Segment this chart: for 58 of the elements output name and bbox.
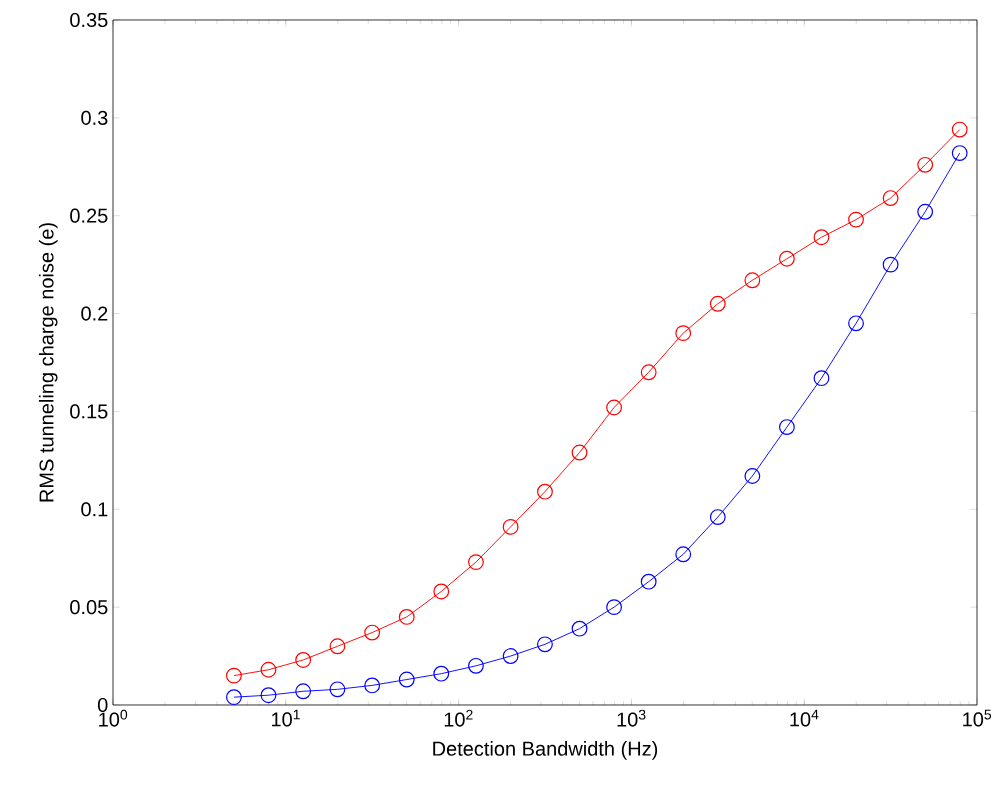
- point: [606, 599, 623, 616]
- x-tick-label: 10$^{5}$: [963, 709, 992, 727]
- x-tick-label: 10$^{3}$: [617, 709, 646, 727]
- y-tick-label: 0.1: [81, 502, 108, 517]
- point: [951, 145, 968, 162]
- y-tick-label: 0.2: [81, 306, 108, 321]
- point: [778, 419, 795, 436]
- point: [951, 121, 968, 138]
- y-tick-label: 0.25: [70, 208, 108, 223]
- point: [468, 554, 484, 571]
- point: [433, 583, 450, 600]
- y-tick-label: 0.3: [81, 110, 108, 125]
- point: [917, 203, 934, 220]
- x-tick-label: 10$^{1}$: [271, 709, 300, 727]
- point: [295, 683, 312, 700]
- point: [226, 667, 242, 684]
- point: [744, 272, 761, 289]
- point: [398, 608, 415, 625]
- point: [709, 509, 726, 526]
- point: [364, 624, 381, 641]
- point: [606, 399, 623, 416]
- point: [537, 636, 553, 653]
- point: [917, 156, 934, 173]
- point: [260, 687, 277, 704]
- point: [537, 483, 553, 500]
- x-tick-label: 10$^{4}$: [790, 709, 819, 727]
- point: [260, 661, 277, 678]
- point: [468, 657, 484, 674]
- point: [675, 325, 692, 342]
- point: [571, 620, 588, 637]
- point: [364, 677, 381, 694]
- point: [675, 546, 692, 563]
- point: [329, 638, 346, 655]
- point: [226, 689, 242, 706]
- x-axis-title: Detection Bandwidth (Hz): [433, 741, 658, 760]
- point: [571, 444, 588, 461]
- point: [882, 190, 899, 207]
- point: [778, 250, 795, 267]
- point: [709, 295, 726, 312]
- y-axis-title: RMS tunneling charge noise (e): [38, 223, 58, 502]
- point: [882, 256, 899, 273]
- point: [640, 364, 657, 381]
- point: [433, 665, 450, 682]
- point: [502, 518, 519, 535]
- point: [640, 573, 657, 590]
- point: [813, 370, 830, 387]
- point: [813, 229, 830, 246]
- point: [848, 211, 864, 228]
- point: [295, 652, 312, 668]
- point: [744, 468, 761, 484]
- point: [502, 648, 519, 664]
- point: [398, 671, 415, 688]
- y-tick-label: 0.05: [70, 600, 108, 615]
- point: [329, 681, 346, 698]
- y-tick-label: 0.35: [70, 12, 108, 28]
- x-tick-label: 10$^{2}$: [444, 709, 473, 727]
- y-tick-label: 0.15: [70, 404, 108, 419]
- point: [848, 315, 864, 332]
